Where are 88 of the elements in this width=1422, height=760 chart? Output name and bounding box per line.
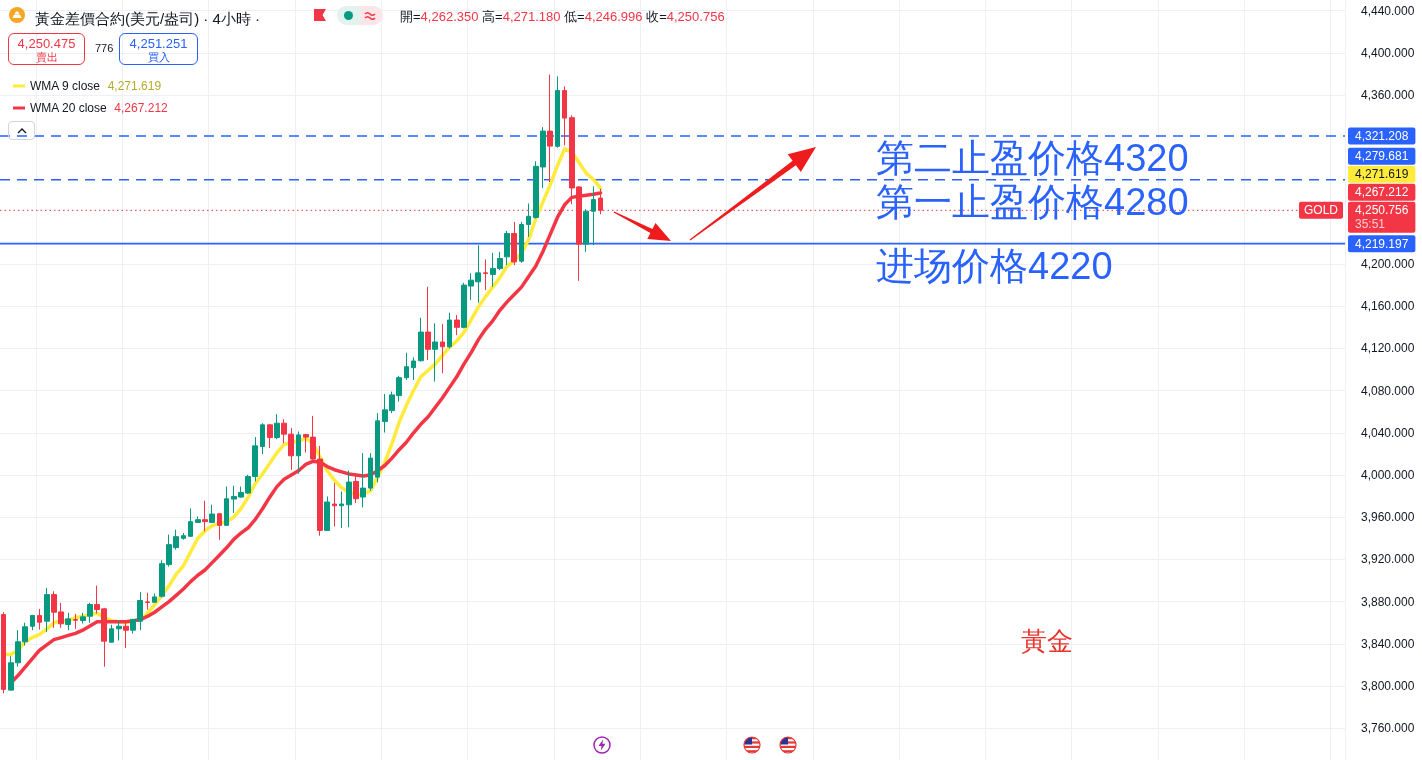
candlestick bbox=[296, 431, 301, 475]
candlestick bbox=[360, 452, 366, 508]
annotation: 第二止盈价格4320 bbox=[876, 136, 1189, 179]
y-tick-label: 3,800.000 bbox=[1361, 679, 1415, 694]
annotation: 4,250.475 bbox=[16, 36, 77, 51]
ref-line-label: 4,321.208 bbox=[1355, 128, 1409, 143]
candlestick bbox=[332, 482, 337, 527]
candlestick bbox=[152, 593, 157, 604]
candlestick bbox=[1, 611, 6, 694]
candlestick bbox=[425, 286, 431, 361]
candlestick bbox=[274, 413, 280, 440]
candlestick bbox=[440, 323, 445, 374]
candlestick bbox=[562, 85, 567, 146]
candlestick bbox=[37, 608, 42, 631]
annotation: 4,267.212 bbox=[114, 101, 169, 115]
candlestick bbox=[65, 612, 71, 631]
candlestick bbox=[209, 504, 215, 524]
candlestick bbox=[181, 532, 186, 541]
y-tick-label: 3,760.000 bbox=[1361, 721, 1415, 736]
annotation: 4,271.619 bbox=[107, 79, 162, 93]
text: 4,271.619 bbox=[1355, 167, 1409, 182]
annotation: 開=4,262.350 高=4,271.180 低=4,246.996 收=4,250.756 bbox=[400, 9, 725, 24]
annotation: 賣出 bbox=[34, 51, 59, 63]
candlestick bbox=[404, 352, 409, 381]
annotation: 黃金 bbox=[1021, 627, 1073, 657]
candlestick bbox=[375, 412, 380, 483]
text: 35:51 bbox=[1355, 216, 1386, 231]
candlestick bbox=[224, 486, 229, 527]
candlestick bbox=[583, 208, 589, 253]
y-tick-label: 4,360.000 bbox=[1361, 88, 1415, 102]
candlestick bbox=[591, 185, 596, 246]
annotation: 4,251.251 bbox=[128, 36, 189, 51]
candlestick bbox=[217, 512, 222, 541]
sell-button: 4,250.475 賣出 bbox=[8, 33, 85, 65]
candlestick bbox=[73, 613, 78, 630]
annotation: 買入 bbox=[146, 51, 171, 63]
candlestick bbox=[519, 221, 524, 264]
candlestick bbox=[202, 500, 208, 532]
annotation: GOLD bbox=[1303, 203, 1339, 218]
candlestick bbox=[267, 423, 273, 449]
y-tick-label: 3,840.000 bbox=[1361, 636, 1415, 651]
ref-line-label: 4,279.681 bbox=[1355, 149, 1409, 164]
candlestick bbox=[418, 317, 424, 363]
y-tick-label: 4,160.000 bbox=[1361, 299, 1415, 314]
text: 4,267.212 bbox=[1355, 185, 1409, 200]
candlestick bbox=[504, 230, 510, 266]
annotation: 进场价格4220 bbox=[876, 244, 1113, 287]
text: 黃金差價合約(美元/盎司) · 4小時 · bbox=[35, 10, 260, 27]
candlestick bbox=[195, 515, 201, 524]
y-tick-label: 4,000.000 bbox=[1361, 468, 1415, 482]
y-tick-label: 3,880.000 bbox=[1361, 594, 1415, 609]
y-tick-label: 4,400.000 bbox=[1361, 45, 1415, 60]
candlestick bbox=[188, 507, 193, 538]
y-tick-label: 4,440.000 bbox=[1361, 3, 1415, 18]
candlestick bbox=[555, 75, 560, 149]
y-tick-label: 3,960.000 bbox=[1361, 510, 1415, 525]
y-tick-label: 4,040.000 bbox=[1361, 425, 1415, 440]
candlestick bbox=[432, 322, 438, 383]
annotation: 776 bbox=[95, 42, 114, 54]
buy-button: 4,251.251 買入 bbox=[119, 33, 198, 65]
candlestick bbox=[339, 490, 344, 529]
candlestick bbox=[547, 74, 553, 183]
candlestick bbox=[483, 258, 488, 291]
candlestick bbox=[123, 620, 129, 649]
candlestick bbox=[447, 312, 452, 349]
candlestick bbox=[368, 452, 373, 492]
candlestick bbox=[30, 614, 35, 631]
y-tick-label: 3,920.000 bbox=[1361, 552, 1415, 567]
annotation: 第一止盈价格4280 bbox=[876, 180, 1189, 223]
candlestick bbox=[44, 587, 50, 633]
candlestick bbox=[109, 624, 114, 644]
legend-label: WMA 20 close bbox=[30, 101, 108, 115]
candlestick bbox=[526, 203, 531, 238]
candlestick bbox=[454, 314, 460, 336]
candlestick bbox=[411, 356, 416, 381]
legend-label: WMA 9 close bbox=[30, 79, 101, 93]
candlestick bbox=[511, 221, 517, 266]
y-tick-label: 4,080.000 bbox=[1361, 383, 1415, 398]
y-tick-label: 4,200.000 bbox=[1361, 256, 1415, 271]
y-tick-label: 4,120.000 bbox=[1361, 341, 1415, 356]
candlestick bbox=[353, 475, 359, 504]
candlestick bbox=[260, 422, 265, 455]
ref-line-label: 4,219.197 bbox=[1355, 236, 1409, 251]
candlestick bbox=[116, 620, 122, 642]
ref-line-label: 4,250.756 bbox=[1355, 203, 1409, 218]
candlestick bbox=[324, 495, 330, 531]
candlestick bbox=[346, 469, 352, 528]
candlestick bbox=[145, 592, 150, 611]
